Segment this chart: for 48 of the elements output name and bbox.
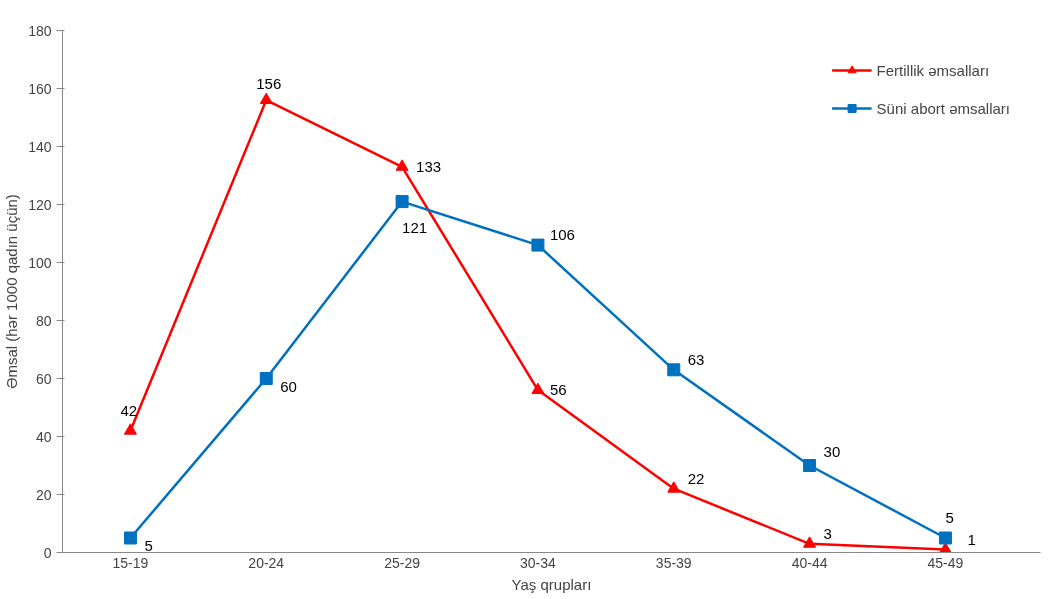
y-tick-label: 120 [28, 196, 52, 213]
data-label: 60 [280, 377, 297, 395]
data-label: 5 [945, 509, 954, 526]
y-axis-title: Əmsal (hər 1000 qadın üçün) [3, 194, 21, 389]
data-label: 1 [967, 530, 976, 548]
y-tick-label: 40 [35, 428, 52, 445]
data-label: 42 [120, 401, 138, 419]
point [531, 238, 545, 252]
data-label: 22 [687, 469, 705, 487]
point [667, 363, 681, 377]
point [531, 382, 545, 395]
point [123, 531, 137, 545]
data-label: 56 [549, 381, 567, 399]
data-label: 121 [402, 218, 428, 236]
y-tick-label: 160 [28, 80, 52, 97]
data-label: 5 [144, 537, 153, 554]
point [123, 423, 137, 435]
y-tick-label: 180 [28, 22, 52, 39]
x-tick-label: 20-24 [248, 554, 285, 571]
point [803, 536, 817, 548]
data-label: 156 [256, 75, 282, 93]
x-tick-label: 45-49 [927, 554, 964, 571]
legend-label: Fertillik əmsalları [876, 61, 990, 79]
y-tick-label: 140 [28, 138, 52, 155]
point [259, 372, 273, 385]
data-label: 63 [687, 350, 705, 368]
legend-label: Süni abort əmsalları [876, 99, 1010, 117]
point [803, 459, 817, 472]
x-tick-label: 30-34 [520, 554, 557, 571]
y-tick-label: 80 [35, 312, 52, 329]
point [938, 531, 952, 545]
data-label: 133 [416, 157, 442, 175]
data-label: 106 [549, 226, 575, 244]
point [395, 159, 409, 171]
point [259, 92, 273, 105]
y-tick-label: 0 [43, 544, 52, 561]
x-tick-label: 25-29 [384, 554, 421, 571]
data-label: 3 [823, 524, 832, 542]
data-label: 30 [823, 442, 841, 460]
y-tick-label: 100 [28, 254, 52, 271]
point [395, 195, 409, 209]
x-tick-label: 35-39 [655, 554, 692, 571]
point [667, 481, 681, 493]
x-tick-label: 15-19 [112, 554, 149, 571]
x-axis-title: Yaş qrupları [511, 575, 592, 593]
x-tick-label: 40-44 [791, 554, 828, 571]
y-tick-label: 60 [35, 370, 52, 387]
y-tick-label: 20 [35, 486, 52, 503]
